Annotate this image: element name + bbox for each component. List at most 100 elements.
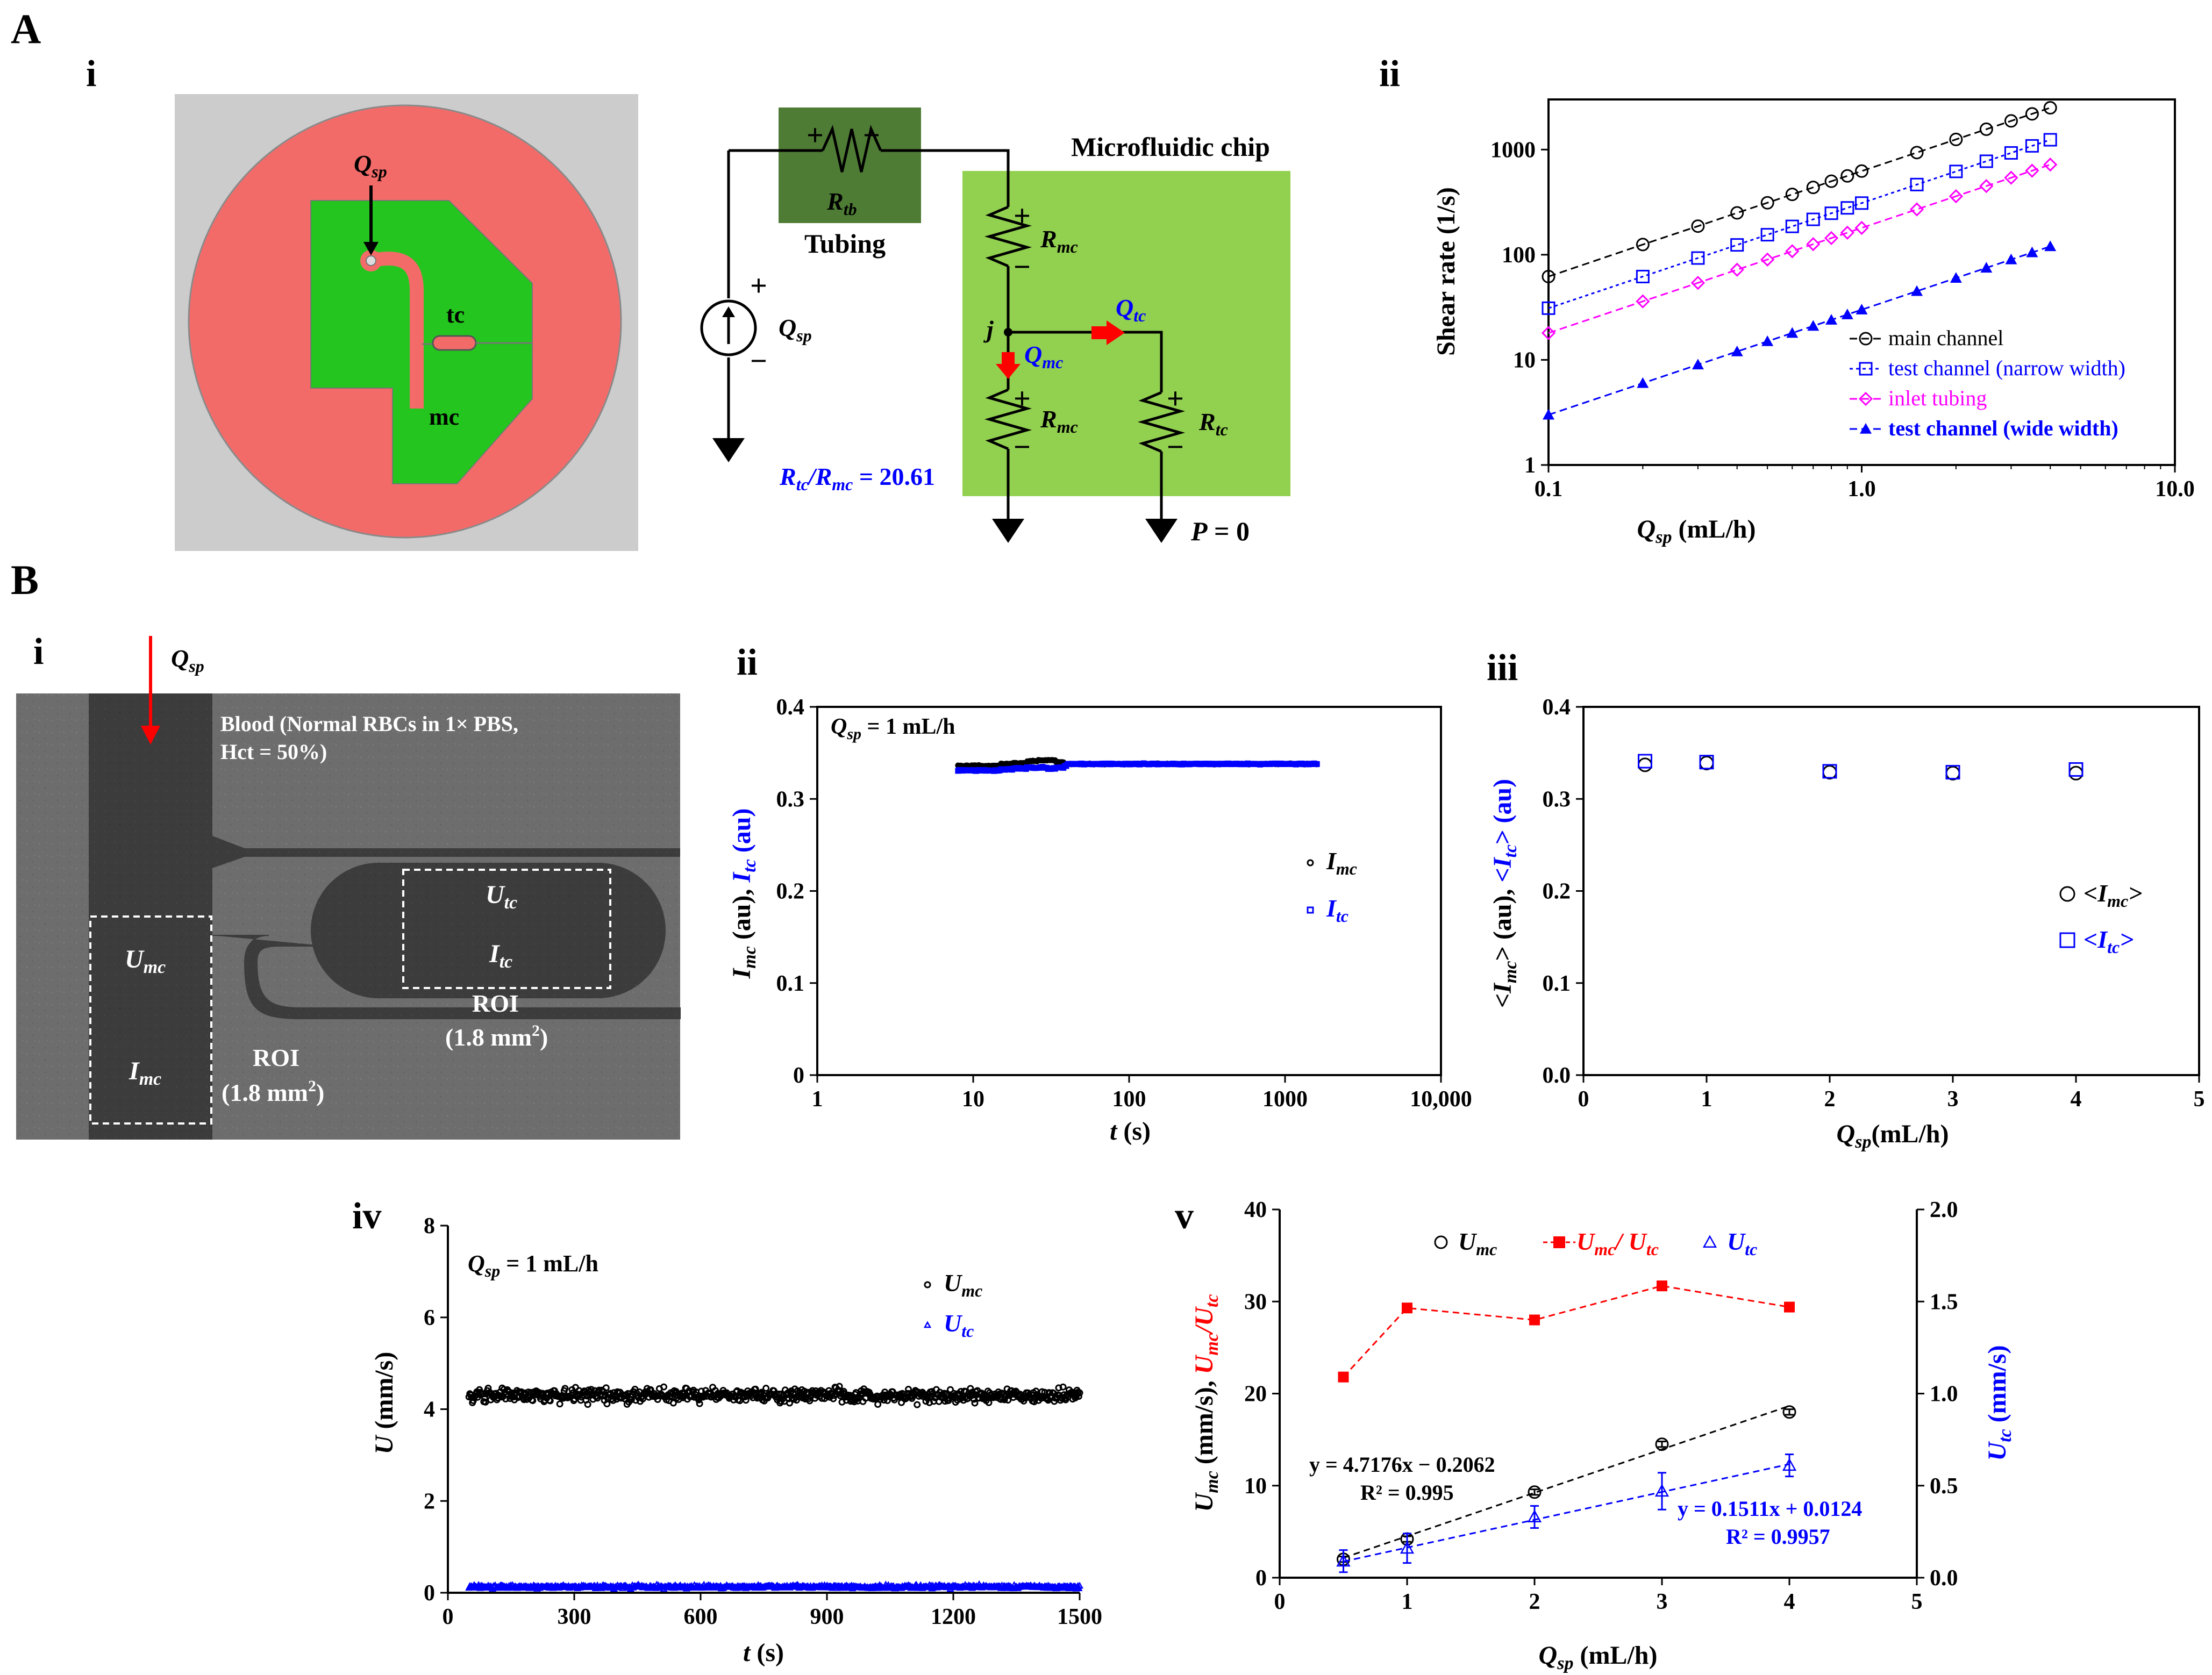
micrograph-flow-arrowhead [141, 726, 160, 745]
data-point [1949, 132, 1963, 146]
data-point [985, 1399, 993, 1406]
legend-label-main: I [1326, 847, 1337, 875]
y2-tick-label: 1.0 [1930, 1382, 1958, 1407]
chart-velocity-flowrate: Umc (mm/s), Umc/Utc Utc (mm/s) Qsp (mL/h… [1190, 1198, 2015, 1673]
wire-tc-branch [1008, 331, 1163, 392]
x-tick-label: 0 [1274, 1590, 1286, 1614]
data-point [1336, 1554, 1351, 1567]
data-point [696, 1400, 703, 1407]
y-tick-label: 10 [1513, 348, 1536, 373]
trend-line [1548, 139, 2051, 309]
micrograph-q-sp-label: Qsp [171, 645, 204, 676]
y-tick-label: 0.1 [1543, 971, 1571, 996]
legend-label-main: U [944, 1269, 963, 1297]
legend-label: Umc/ Utc [1576, 1228, 1659, 1259]
series-main-channel [1542, 101, 2057, 283]
panel-label-a: A [11, 5, 41, 52]
data-point [1075, 1393, 1082, 1400]
legend-entry: <Imc> [2059, 879, 2142, 911]
x-tick-label: 900 [810, 1605, 844, 1629]
data-point [1636, 238, 1650, 252]
chart-velocity-time: U (mm/s) t (s) Qsp = 1 mL/h 0 300 600 900 12… [370, 1214, 1102, 1667]
data-point [1785, 244, 1800, 259]
legend-label-part: mc [1476, 1240, 1497, 1259]
panel-label-a-ii: ii [1379, 53, 1400, 95]
x-tick-label: 1 [1701, 1087, 1712, 1112]
legend-label: <Itc> [2083, 926, 2133, 957]
y-tick-label: 1000 [1490, 138, 1536, 162]
resistor-mc-lower [984, 388, 1032, 450]
data-point [1760, 252, 1775, 267]
data-point [1761, 335, 1774, 346]
chart-bii-xlabel: t (s) [1110, 1117, 1151, 1146]
data-point [1785, 188, 1799, 202]
x-tick-label: 4 [1784, 1590, 1795, 1614]
data-point [584, 1401, 591, 1408]
x-tick-label: 1500 [1057, 1605, 1102, 1629]
sign-tubing-minus: − [863, 119, 880, 152]
x-tick-label: 1.0 [1847, 477, 1876, 502]
data-point [1825, 314, 1838, 325]
data-point [1542, 269, 1555, 283]
legend-label-sub: tc [961, 1321, 974, 1341]
data-point [546, 1397, 554, 1405]
u-mc-label: Umc [125, 945, 166, 977]
fit-utc-r2: R² = 0.9957 [1726, 1524, 1830, 1549]
legend-marker [924, 1281, 931, 1289]
y-tick-label: 0.2 [776, 879, 805, 904]
data-point [1840, 201, 1854, 215]
sign-mc-lower-minus: − [1014, 431, 1031, 464]
data-point [1784, 1301, 1795, 1313]
chart-aii-ylabel: Shear rate (1/s) [1432, 187, 1460, 356]
legend-label-part: <I [2083, 879, 2108, 907]
q-tc-label: Qtc [1116, 294, 1146, 325]
data-point [1059, 1383, 1067, 1391]
legend-marker [2059, 932, 2075, 948]
x-tick-label: 300 [558, 1605, 591, 1629]
chart-mean-intensity: <Imc> (au), <Itc> (au) Qsp(mL/h) 0 1 2 3 4 5 0… [1488, 695, 2205, 1152]
data-point [2043, 158, 2058, 172]
chip-inlet-hole [366, 255, 376, 266]
legend-marker [1553, 1236, 1565, 1248]
data-point [1806, 237, 1821, 252]
data-point [1692, 359, 1704, 370]
legend-label: Utc [1727, 1228, 1757, 1259]
data-point [1699, 755, 1714, 770]
data-point [561, 1385, 569, 1392]
legend-entry: Utc [1702, 1228, 1757, 1259]
data-point [1806, 212, 1820, 226]
data-point [1910, 146, 1924, 160]
fit-umc-equation: y = 4.7176x − 0.2062 [1309, 1452, 1495, 1477]
legend-entry: Itc [1307, 894, 1348, 926]
chart-bii-ylabel: Imc (au), Itc (au) [727, 808, 760, 979]
y-tick-label: 4 [424, 1398, 435, 1422]
data-point [1730, 238, 1744, 252]
legend-label-part: tc [1745, 1240, 1757, 1259]
data-point [980, 1391, 987, 1399]
x-tick-label: 5 [2194, 1087, 2205, 1112]
data-point [2043, 101, 2057, 114]
data-point [1806, 181, 1820, 195]
blood-label-line1: Blood (Normal RBCs in 1× PBS, [220, 712, 518, 736]
legend-label-main: U [944, 1309, 963, 1337]
legend-marker [1307, 859, 1314, 867]
legend-label-part: U [1458, 1228, 1478, 1255]
circuit-diagram: Tubing Microfluidic chip + − + − + − + − [700, 108, 1290, 546]
x-tick-label: 1000 [1262, 1087, 1308, 1112]
panel-label-b: B [11, 556, 39, 603]
y-tick-label: 0.3 [1543, 787, 1571, 812]
data-point [806, 1397, 814, 1405]
x-tick-label: 3 [1657, 1590, 1668, 1614]
data-point [1055, 1384, 1062, 1392]
data-point [1979, 154, 1993, 168]
data-point [2068, 762, 2083, 777]
data-point [1824, 231, 1839, 246]
data-point [1730, 262, 1744, 277]
y-tick-label: 0.0 [1543, 1063, 1571, 1088]
series-mean-i-tc [1638, 754, 2083, 780]
legend-marker [1859, 332, 1873, 346]
data-point [1822, 764, 1837, 779]
ground-tc [1145, 519, 1178, 543]
chip-label: Microfluidic chip [1071, 132, 1270, 162]
data-point [947, 1386, 954, 1393]
